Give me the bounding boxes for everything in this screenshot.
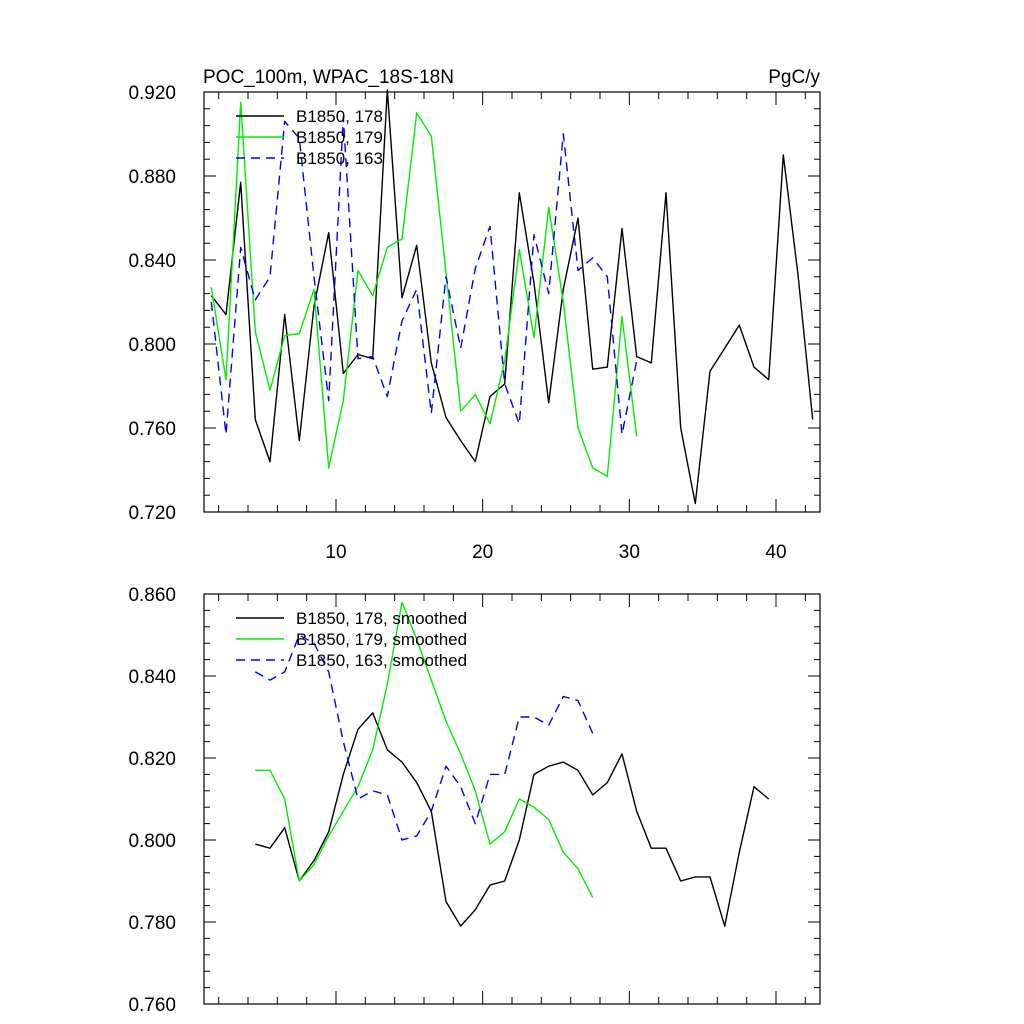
y-tick-label: 0.780: [128, 913, 176, 934]
legend-label-2: B1850, 179: [296, 128, 383, 147]
top-chart-panel: POC_100m, WPAC_18S-18N PgC/y 10 20 30 40 0.7…: [128, 67, 821, 563]
y-tick-label: 0.760: [128, 419, 176, 440]
series-line-2: [255, 601, 594, 898]
series-line-3: [210, 116, 638, 435]
y-tick-label: 0.800: [128, 335, 176, 356]
y-tick-label: 0.820: [128, 749, 176, 770]
y-tick-label: 0.920: [128, 83, 176, 104]
legend-label-2: B1850, 179, smoothed: [296, 630, 467, 649]
series-line-1: [210, 89, 814, 505]
series-line-2: [210, 101, 638, 477]
legend-label-1: B1850, 178: [296, 107, 383, 126]
x-tick-label: 20: [472, 542, 493, 563]
y-tick-label: 0.880: [128, 167, 176, 188]
y-tick-label: 0.860: [128, 585, 176, 606]
top-chart-units: PgC/y: [768, 67, 820, 88]
x-tick-label: 30: [619, 542, 640, 563]
x-tick-label: 10: [325, 542, 346, 563]
top-chart-title: POC_100m, WPAC_18S-18N: [203, 67, 454, 88]
bottom-chart-panel: 0.760 0.780 0.800 0.820 0.840 0.860 B1850, 178…: [128, 585, 821, 1016]
y-tick-label: 0.840: [128, 667, 176, 688]
legend-label-1: B1850, 178, smoothed: [296, 609, 467, 628]
legend-label-3: B1850, 163, smoothed: [296, 651, 467, 670]
series-line-1: [255, 712, 770, 927]
y-tick-label: 0.760: [128, 995, 176, 1016]
y-tick-label: 0.720: [128, 503, 176, 524]
series-line-3: [254, 634, 594, 841]
y-tick-label: 0.800: [128, 831, 176, 852]
legend-label-3: B1850, 163: [296, 149, 383, 168]
y-tick-label: 0.840: [128, 251, 176, 272]
x-tick-label: 40: [765, 542, 786, 563]
